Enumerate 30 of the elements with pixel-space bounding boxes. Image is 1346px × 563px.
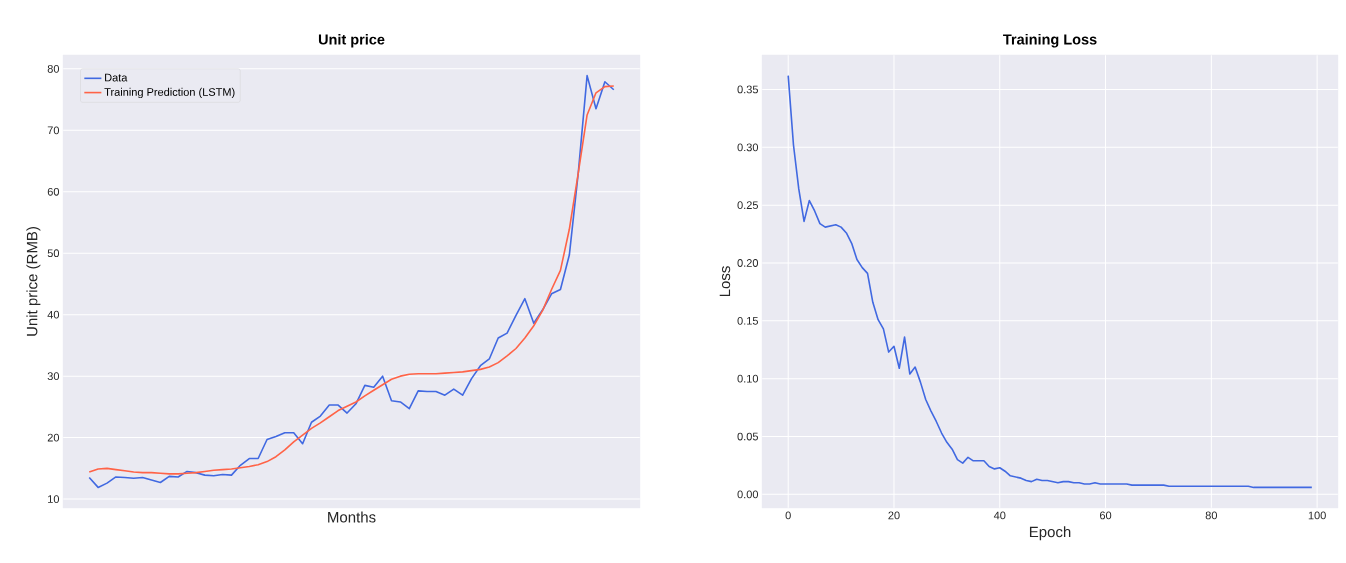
x-tick-label: 40	[993, 511, 1006, 520]
y-axis-title: Unit price (RMB)	[26, 227, 41, 336]
y-tick-label: 20	[47, 433, 60, 442]
y-tick-label: 0.35	[737, 85, 758, 94]
y-axis-title: Loss	[719, 266, 731, 297]
chart-title: Training Loss	[1003, 33, 1097, 48]
x-axis-title: Epoch	[1029, 526, 1071, 541]
y-tick-label: 30	[47, 372, 60, 381]
y-tick-label: 60	[47, 187, 60, 196]
y-tick-label: 10	[48, 495, 60, 503]
chart-title: Unit price	[318, 33, 385, 48]
y-tick-label: 0.15	[737, 316, 758, 325]
y-tick-label: 0.05	[737, 432, 758, 441]
x-tick-label: 100	[1308, 511, 1326, 520]
y-tick-label: 0.10	[737, 374, 759, 383]
x-tick-label: 20	[888, 511, 900, 520]
y-tick-label: 80	[47, 64, 60, 73]
y-tick-label: 0.30	[737, 143, 759, 152]
y-tick-label: 50	[47, 249, 60, 258]
x-axis-title: Months	[328, 511, 376, 523]
y-tick-label: 40	[47, 310, 60, 319]
y-tick-label: 70	[47, 126, 60, 135]
x-tick-label: 80	[1205, 511, 1218, 520]
legend-label: Training Prediction (LSTM)	[104, 87, 235, 99]
y-tick-label: 0.20	[737, 259, 759, 267]
x-tick-label: 60	[1100, 511, 1112, 520]
x-tick-label: 0	[785, 511, 791, 520]
y-tick-label: 0.00	[737, 490, 759, 499]
legend-label: Data	[105, 73, 128, 82]
y-tick-label: 0.25	[737, 201, 758, 210]
